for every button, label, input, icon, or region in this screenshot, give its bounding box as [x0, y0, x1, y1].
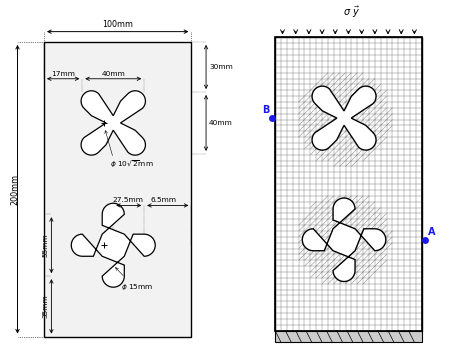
Polygon shape — [71, 203, 155, 287]
Text: 17mm: 17mm — [51, 71, 75, 77]
Text: B: B — [262, 105, 270, 115]
Text: 27.5mm: 27.5mm — [112, 197, 143, 203]
Text: 6.5mm: 6.5mm — [150, 197, 176, 203]
Text: 55mm: 55mm — [42, 233, 49, 257]
Polygon shape — [81, 91, 145, 155]
Polygon shape — [312, 86, 376, 150]
Polygon shape — [303, 198, 386, 282]
Text: 40mm: 40mm — [101, 71, 125, 77]
Text: 100mm: 100mm — [102, 20, 133, 29]
Polygon shape — [275, 38, 422, 331]
Polygon shape — [44, 42, 191, 337]
Text: 200mm: 200mm — [10, 174, 19, 205]
Text: $\phi$ 10$\sqrt{2}$mm: $\phi$ 10$\sqrt{2}$mm — [110, 158, 154, 170]
Text: 30mm: 30mm — [209, 64, 233, 70]
Text: 35mm: 35mm — [42, 294, 49, 318]
Text: $\phi$ 15mm: $\phi$ 15mm — [121, 282, 152, 292]
Text: 40mm: 40mm — [209, 120, 233, 126]
Text: $\sigma\ \vec{y}$: $\sigma\ \vec{y}$ — [343, 5, 360, 20]
Text: A: A — [428, 227, 435, 237]
Polygon shape — [275, 331, 422, 342]
